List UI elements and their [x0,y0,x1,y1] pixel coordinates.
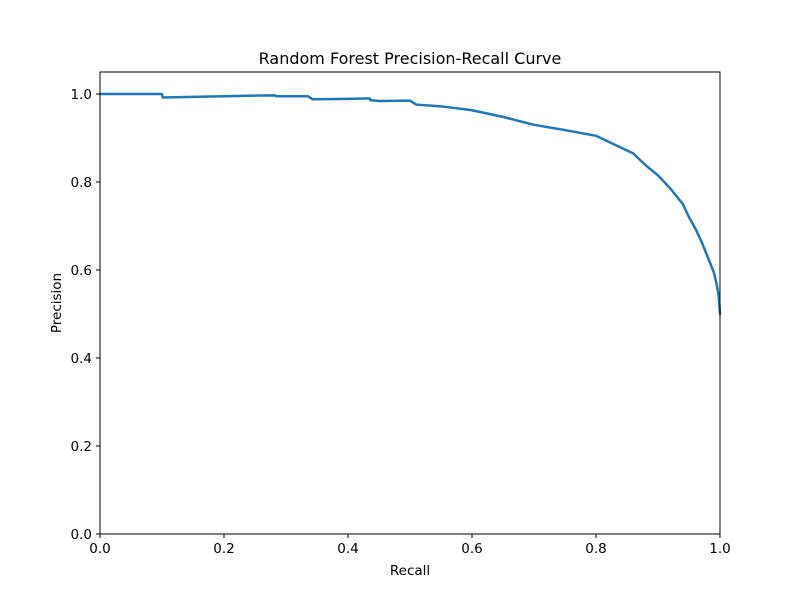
y-tick-label: 0.6 [71,263,92,279]
y-tick-label: 0.0 [71,527,92,543]
y-axis-ticks: 0.0 0.2 0.4 0.6 0.8 1.0 [71,87,100,543]
x-axis-ticks: 0.0 0.2 0.4 0.6 0.8 1.0 [89,534,731,557]
y-tick-label: 1.0 [71,87,92,103]
y-tick-label: 0.2 [71,439,92,455]
x-tick-label: 0.6 [461,541,482,557]
series-layer [98,92,722,316]
x-axis-label: Recall [390,563,430,579]
x-tick-label: 1.0 [709,541,730,557]
x-tick-label: 0.4 [337,541,358,557]
plot-area [100,72,720,534]
y-tick-label: 0.4 [71,351,92,367]
plot-frame [99,71,721,535]
series-line-0 [98,92,722,316]
chart-title: Random Forest Precision-Recall Curve [259,49,562,68]
y-axis-label: Precision [49,273,65,333]
x-tick-label: 0.2 [213,541,234,557]
x-tick-label: 0.0 [89,541,110,557]
x-tick-label: 0.8 [585,541,606,557]
y-tick-label: 0.8 [71,175,92,191]
